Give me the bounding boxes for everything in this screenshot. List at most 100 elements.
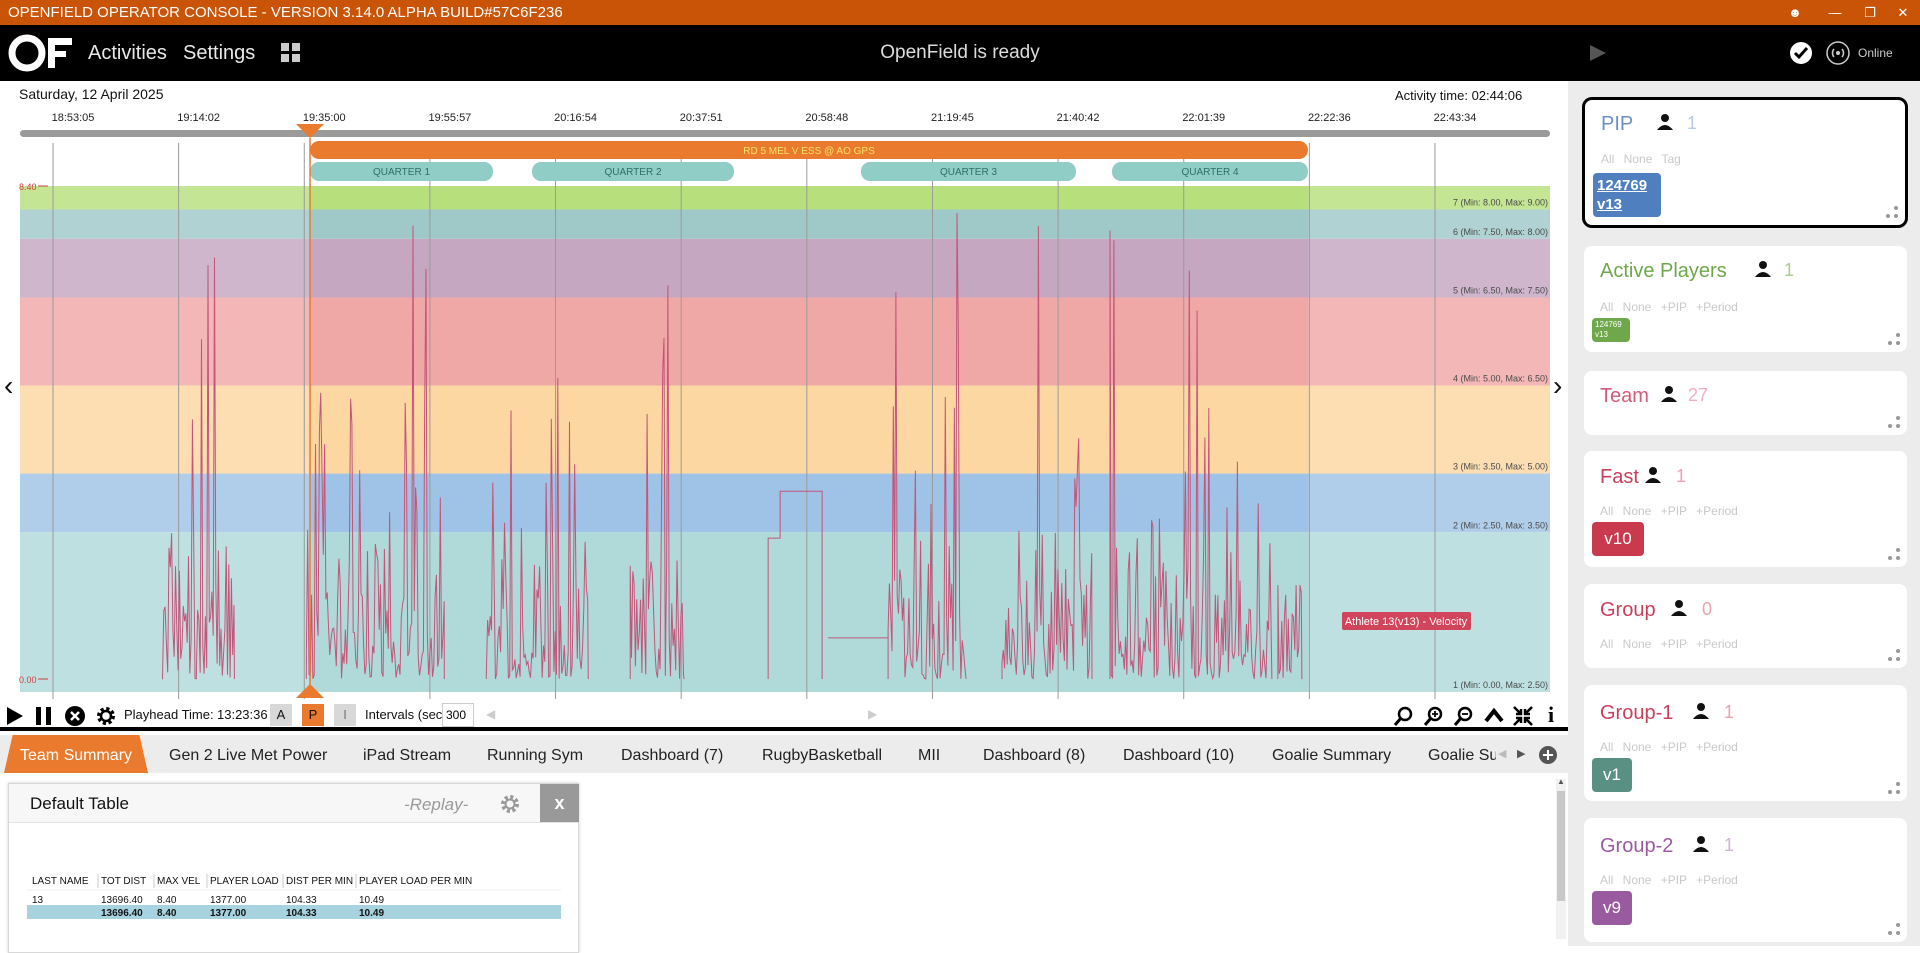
- timeline-scrubber[interactable]: [20, 130, 1550, 137]
- drag-handle-icon[interactable]: [1885, 779, 1903, 797]
- zone-label-5: 5 (Min: 6.50, Max: 7.50): [1453, 286, 1548, 296]
- time-tick-label: 22:22:36: [1308, 112, 1351, 124]
- pip-filters[interactable]: All None Tag: [1601, 152, 1681, 166]
- active-player-chip[interactable]: 124769 v13: [1592, 318, 1630, 342]
- tab-ipad-stream[interactable]: iPad Stream: [363, 747, 452, 764]
- collapse-icon[interactable]: [1512, 705, 1534, 727]
- button-p[interactable]: P: [302, 704, 324, 726]
- button-a[interactable]: A: [270, 704, 292, 726]
- drag-handle-icon[interactable]: [1885, 920, 1903, 938]
- pip-card[interactable]: PIP 1 All None Tag 124769 v13: [1582, 97, 1908, 228]
- quarter-bar-1[interactable]: [310, 162, 493, 181]
- group-card[interactable]: Group 0 All None +PIP +Period: [1584, 584, 1907, 668]
- chart-prev-arrow[interactable]: ‹: [4, 370, 13, 401]
- fast-card[interactable]: Fast 1 All None +PIP +Period v10: [1584, 451, 1907, 567]
- tab-dashboard-7[interactable]: Dashboard (7): [621, 747, 724, 764]
- quarter-bar-4[interactable]: [1112, 162, 1308, 181]
- info-icon[interactable]: i: [1548, 702, 1555, 727]
- search-icon[interactable]: [1393, 705, 1415, 727]
- playhead-bottom-marker[interactable]: [296, 684, 324, 698]
- tab-team-summary[interactable]: Team Summary: [4, 735, 149, 773]
- content-scrollbar[interactable]: ▲: [1556, 777, 1566, 939]
- button-i[interactable]: I: [334, 704, 356, 726]
- groups-panel: PIP 1 All None Tag 124769 v13 Active Pla…: [1568, 81, 1920, 946]
- intervals-input[interactable]: [442, 703, 474, 727]
- quarter-label-2: QUARTER 2: [604, 167, 661, 178]
- group-filters[interactable]: All None +PIP +Period: [1600, 637, 1738, 651]
- nav-settings[interactable]: Settings: [183, 42, 256, 64]
- playhead-top-marker[interactable]: [296, 124, 324, 138]
- tab-dashboard-8[interactable]: Dashboard (8): [983, 747, 1086, 764]
- fast-player-chip[interactable]: v10: [1592, 522, 1644, 556]
- drag-handle-icon[interactable]: [1885, 545, 1903, 563]
- quarter-bar-3[interactable]: [861, 162, 1076, 181]
- team-card[interactable]: Team 27: [1584, 371, 1907, 435]
- drag-handle-icon[interactable]: [1885, 413, 1903, 431]
- maximize-button[interactable]: ❐: [1864, 5, 1876, 20]
- scroll-up-arrow[interactable]: ▲: [1557, 777, 1565, 786]
- tabs-scroll-right[interactable]: ▶: [1517, 748, 1526, 760]
- group-1-card[interactable]: Group-1 1 All None +PIP +Period v1: [1584, 685, 1907, 801]
- play-live-icon[interactable]: [1588, 43, 1608, 63]
- user-icon[interactable]: ☻: [1788, 5, 1802, 20]
- tab-goalie-su[interactable]: Goalie Su: [1428, 747, 1496, 764]
- table-close-button[interactable]: x: [540, 784, 579, 822]
- zone-label-4: 4 (Min: 5.00, Max: 6.50): [1453, 374, 1548, 384]
- fast-filters[interactable]: All None +PIP +Period: [1600, 504, 1738, 518]
- play-icon[interactable]: [5, 706, 25, 726]
- table-cell: 1377.00: [210, 895, 247, 906]
- drag-handle-icon[interactable]: [1885, 646, 1903, 664]
- tabs-scroll-left[interactable]: ◀: [1498, 748, 1507, 760]
- active-players-card[interactable]: Active Players 1 All None +PIP +Period 1…: [1584, 246, 1907, 352]
- total-cell: 104.33: [286, 908, 317, 919]
- quarter-bar-2[interactable]: [532, 162, 734, 181]
- zoom-in-icon[interactable]: [1423, 705, 1445, 727]
- active-players-count: 1: [1784, 260, 1795, 280]
- stop-icon[interactable]: [64, 705, 86, 727]
- online-status: Online: [1858, 46, 1893, 60]
- scrollbar-thumb[interactable]: [1557, 791, 1565, 901]
- scroll-left-arrow[interactable]: ◀: [486, 707, 496, 721]
- table-settings-icon[interactable]: [499, 793, 521, 815]
- add-tab-icon[interactable]: [1538, 745, 1558, 765]
- person-icon: [1645, 467, 1661, 483]
- zone-band-7: [20, 186, 1550, 210]
- tab-goalie-summary[interactable]: Goalie Summary: [1272, 747, 1392, 764]
- tab-gen2-live-met-power[interactable]: Gen 2 Live Met Power: [169, 747, 328, 764]
- minimize-button[interactable]: —: [1828, 5, 1842, 20]
- group-1-count: 1: [1724, 702, 1735, 722]
- group-1-title: Group-1: [1600, 702, 1674, 724]
- time-tick-label: 22:01:39: [1182, 112, 1225, 124]
- tab-rugbybasketball[interactable]: RugbyBasketball: [762, 747, 883, 764]
- table-cell: 13: [32, 895, 44, 906]
- zone-label-6: 6 (Min: 7.50, Max: 8.00): [1453, 227, 1548, 237]
- group-2-count: 1: [1724, 835, 1735, 855]
- group-2-filters[interactable]: All None +PIP +Period: [1600, 873, 1738, 887]
- zoom-out-icon[interactable]: [1453, 705, 1475, 727]
- nav-activities[interactable]: Activities: [88, 42, 167, 64]
- time-tick-label: 19:55:57: [428, 112, 471, 124]
- playhead-label: Playhead Time:: [124, 707, 214, 722]
- table-cell: 104.33: [286, 895, 317, 906]
- antenna-icon[interactable]: [1826, 41, 1850, 65]
- chevron-up-icon[interactable]: [1483, 705, 1505, 727]
- drag-handle-icon[interactable]: [1883, 203, 1901, 221]
- grid-icon[interactable]: [280, 42, 302, 64]
- tab-dashboard-10[interactable]: Dashboard (10): [1123, 747, 1235, 764]
- pip-player-chip[interactable]: 124769 v13: [1593, 173, 1661, 217]
- drag-handle-icon[interactable]: [1885, 330, 1903, 348]
- group-2-player-chip[interactable]: v9: [1592, 891, 1632, 925]
- group-1-player-chip[interactable]: v1: [1592, 758, 1632, 792]
- tab-mii[interactable]: MII: [918, 747, 941, 764]
- active-players-filters[interactable]: All None +PIP +Period: [1600, 300, 1738, 314]
- group-1-filters[interactable]: All None +PIP +Period: [1600, 740, 1738, 754]
- scroll-right-arrow[interactable]: ▶: [868, 707, 878, 721]
- gear-icon[interactable]: [95, 705, 117, 727]
- chart-next-arrow[interactable]: ›: [1553, 370, 1562, 401]
- pause-icon[interactable]: [34, 706, 54, 726]
- tab-running-sym[interactable]: Running Sym: [487, 747, 584, 764]
- group-2-card[interactable]: Group-2 1 All None +PIP +Period v9: [1584, 818, 1907, 942]
- close-window-button[interactable]: ✕: [1897, 5, 1909, 20]
- activity-bar[interactable]: [310, 141, 1308, 159]
- velocity-chart[interactable]: 7 (Min: 8.00, Max: 9.00) 6 (Min: 7.50, Ma…: [0, 81, 1568, 699]
